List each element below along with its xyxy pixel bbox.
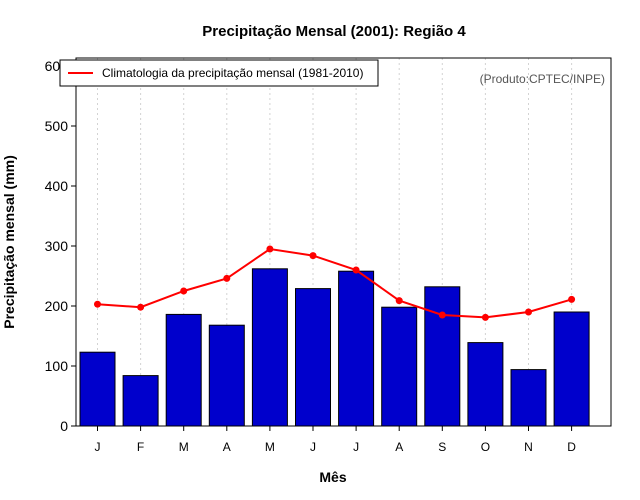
legend: Climatologia da precipitação mensal (198… xyxy=(59,59,379,87)
bar-3 xyxy=(165,313,202,427)
x-tick-label: A xyxy=(223,440,231,454)
climatology-point-10 xyxy=(481,313,489,321)
bar-11 xyxy=(510,369,547,427)
x-tick-label: A xyxy=(395,440,403,454)
x-tick-label: O xyxy=(481,440,490,454)
bar-1 xyxy=(79,351,116,427)
y-tick-label: 400 xyxy=(45,178,69,194)
legend-box xyxy=(59,59,379,87)
climatology-point-1 xyxy=(94,300,101,308)
climatology-point-4 xyxy=(223,274,231,282)
x-axis-title: Mês xyxy=(319,469,346,485)
x-tick-label: J xyxy=(95,440,101,454)
climatology-point-7 xyxy=(352,266,360,274)
bar-4 xyxy=(208,324,245,427)
climatology-point-9 xyxy=(438,311,446,319)
y-tick-label: 300 xyxy=(45,238,69,254)
y-tick-label: 500 xyxy=(45,118,69,134)
x-tick-label: J xyxy=(353,440,359,454)
bar-7 xyxy=(338,270,375,427)
plot-frame xyxy=(75,57,612,427)
climatology-line xyxy=(97,247,572,319)
climatology-point-5 xyxy=(266,245,274,253)
x-tick-label: S xyxy=(438,440,446,454)
x-tick-label: M xyxy=(179,440,189,454)
y-tick-label: 100 xyxy=(45,358,69,374)
source-annotation: (Produto:CPTEC/INPE) xyxy=(480,72,605,86)
climatology-line-group xyxy=(94,245,576,321)
y-axis-title: Precipitação mensal (mm) xyxy=(1,155,17,329)
y-tick-label: 0 xyxy=(60,418,68,434)
climatology-point-3 xyxy=(180,287,188,295)
bar-2 xyxy=(122,375,159,427)
climatology-point-12 xyxy=(568,295,576,303)
x-tick-label: F xyxy=(137,440,144,454)
bar-12 xyxy=(553,311,590,427)
climatology-point-2 xyxy=(137,303,145,311)
climatology-point-11 xyxy=(525,308,532,316)
climatology-point-6 xyxy=(309,252,317,260)
bar-8 xyxy=(381,306,418,427)
climatology-point-8 xyxy=(395,297,403,305)
x-tick-label: J xyxy=(310,440,316,454)
x-tick-label: D xyxy=(567,440,576,454)
bar-9 xyxy=(424,286,461,427)
bars-group xyxy=(79,268,590,427)
chart-title: Precipitação Mensal (2001): Região 4 xyxy=(202,23,466,40)
y-tick-label: 200 xyxy=(45,298,69,314)
bar-10 xyxy=(467,342,504,427)
x-tick-label: M xyxy=(265,440,275,454)
bar-6 xyxy=(295,288,331,427)
bar-5 xyxy=(251,268,288,427)
legend-label: Climatologia da precipitação mensal (198… xyxy=(102,66,363,80)
x-tick-label: N xyxy=(524,440,533,454)
